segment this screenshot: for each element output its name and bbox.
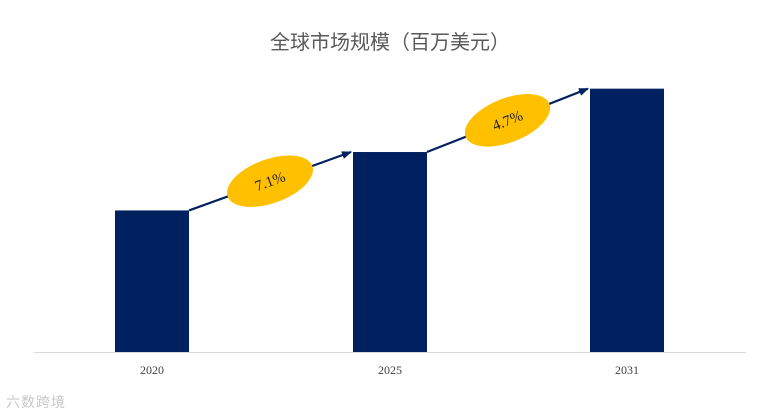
bar-2020 <box>115 210 189 352</box>
chart-title: 全球市场规模（百万美元） <box>270 30 510 54</box>
watermark-text: 六数跨境 <box>6 395 66 411</box>
x-tick-label-2031: 2031 <box>615 363 639 377</box>
x-tick-label-2020: 2020 <box>140 363 164 377</box>
growth-rate-ellipse-1 <box>227 155 313 207</box>
bar-2025 <box>353 152 427 352</box>
bar-2031 <box>590 88 664 352</box>
growth-rate-ellipse-2 <box>464 94 551 147</box>
x-tick-label-2025: 2025 <box>378 363 402 377</box>
